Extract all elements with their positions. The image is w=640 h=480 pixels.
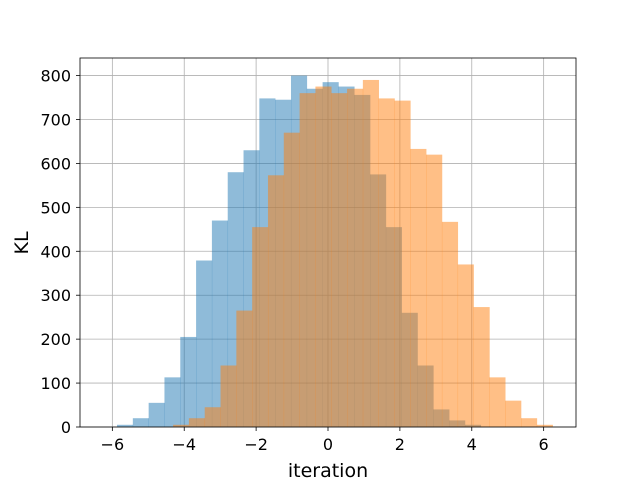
histogram-bar <box>441 221 459 427</box>
y-tick-label: 0 <box>61 418 71 437</box>
x-tick-label: 4 <box>467 435 477 454</box>
x-tick-label: −6 <box>101 435 125 454</box>
histogram-bar <box>117 424 134 427</box>
histogram-bar <box>148 402 165 427</box>
histogram-bar <box>362 79 379 427</box>
axis-ticks: −6 −4 −2 0 2 4 6 0 100 200 300 400 500 600 700 800 <box>40 67 548 454</box>
histogram-bar <box>180 336 197 427</box>
histogram-bar <box>220 365 237 427</box>
histogram-bar <box>252 227 269 427</box>
x-axis-label: iteration <box>288 460 368 480</box>
x-tick-label: −2 <box>244 435 268 454</box>
histogram-bar <box>410 148 427 428</box>
x-tick-label: 2 <box>395 435 405 454</box>
histogram-bar <box>473 307 490 427</box>
histogram-bar <box>267 175 285 427</box>
y-tick-label: 800 <box>40 67 71 86</box>
histogram-bar <box>536 424 553 427</box>
y-tick-label: 300 <box>40 286 71 305</box>
histogram-bar <box>315 86 332 427</box>
histogram-bar <box>426 154 443 427</box>
y-tick-label: 400 <box>40 242 71 261</box>
x-tick-label: 6 <box>539 435 549 454</box>
histogram-bar <box>204 407 221 427</box>
y-tick-label: 600 <box>40 154 71 173</box>
histogram-bar <box>331 93 348 428</box>
histogram-bar <box>236 310 253 427</box>
histogram-bar <box>173 424 190 427</box>
histogram-bars <box>117 75 553 428</box>
histogram-bar <box>378 98 395 428</box>
histogram-bar <box>347 88 364 427</box>
histogram-bar <box>521 418 538 427</box>
y-axis-label: KL <box>11 231 33 254</box>
y-tick-label: 700 <box>40 111 71 130</box>
y-tick-label: 200 <box>40 330 71 349</box>
x-tick-label: 0 <box>323 435 333 454</box>
histogram-bar <box>164 377 181 427</box>
histogram-bar <box>457 264 474 427</box>
histogram-bar <box>283 132 300 427</box>
histogram-bar <box>299 93 316 428</box>
histogram-bar <box>188 418 206 427</box>
histogram-bar <box>489 377 506 427</box>
histogram-bar <box>132 418 149 427</box>
y-tick-label: 500 <box>40 198 71 217</box>
y-tick-label: 100 <box>40 374 71 393</box>
histogram-bar <box>505 400 522 427</box>
histogram-bar <box>196 260 213 427</box>
histogram-bar <box>394 100 411 427</box>
x-tick-label: −4 <box>172 435 196 454</box>
